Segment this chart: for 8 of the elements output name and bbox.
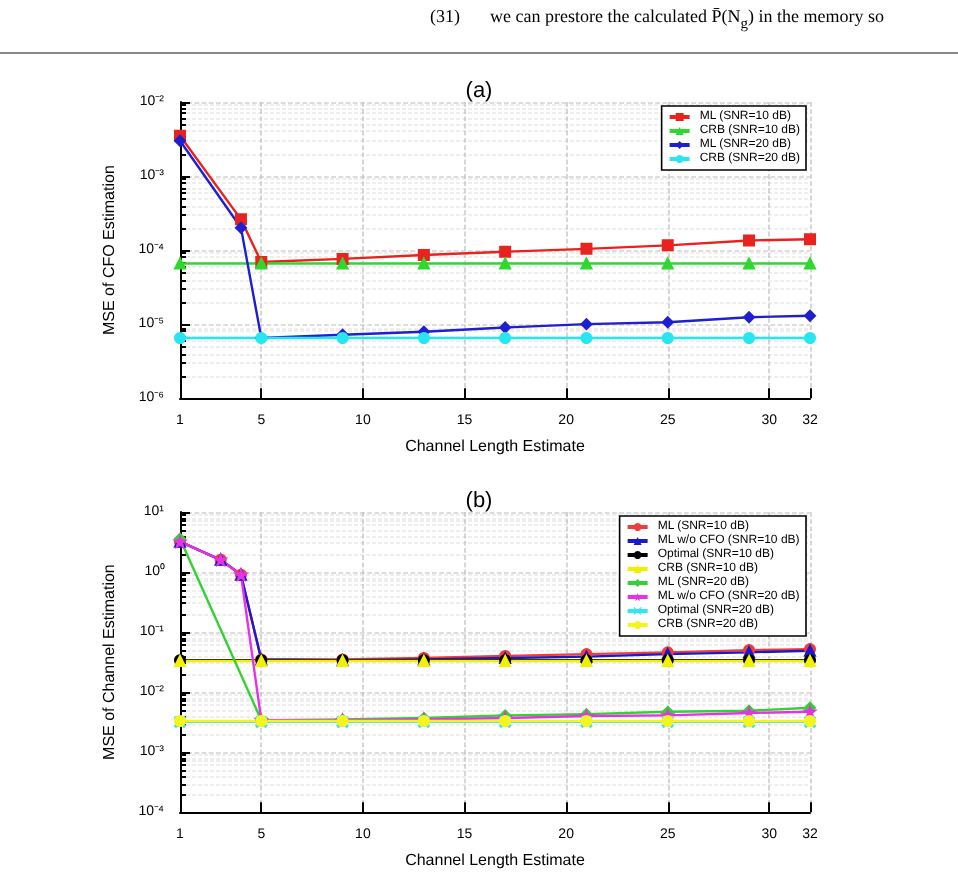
text: (31) [430,6,460,26]
chart-title: (b) [465,489,493,513]
text: we can prestore the calculated P̄(N$_{g}$) in the memory so [490,6,884,32]
chart-title: (a) [465,79,493,103]
x-axis-title: Channel Length Estimate [405,851,586,869]
x-axis-title: Channel Length Estimate [405,437,586,455]
y-axis-title: MSE of CFO Estimation [99,165,118,336]
y-axis-title: MSE of Channel Estimation [99,564,118,760]
